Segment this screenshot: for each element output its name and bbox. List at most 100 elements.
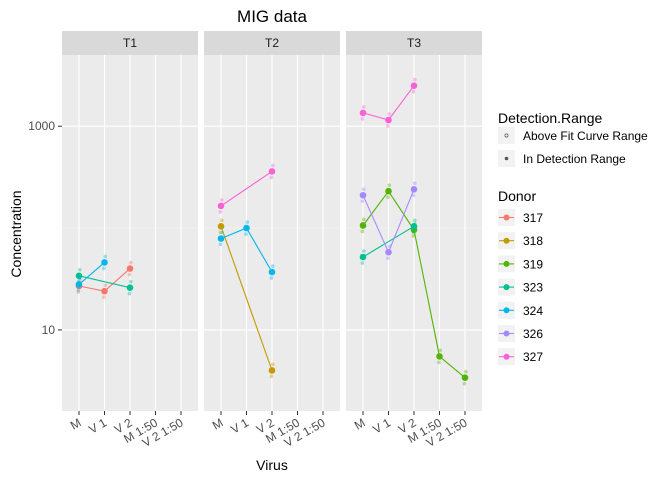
x-tick-label: V 1 xyxy=(228,415,251,436)
series-group xyxy=(75,77,469,386)
replicate-point xyxy=(362,217,366,222)
x-tick-label: M xyxy=(68,415,84,432)
data-point xyxy=(126,265,134,272)
legend-label: 327 xyxy=(523,350,543,364)
data-point xyxy=(75,281,83,288)
legend-label: In Detection Range xyxy=(523,152,626,166)
replicate-point xyxy=(360,117,365,121)
replicate-point xyxy=(220,198,224,202)
legend-point xyxy=(503,284,510,291)
replicate-point xyxy=(127,291,132,296)
data-point xyxy=(359,191,367,199)
legend-point xyxy=(503,330,510,337)
replicate-point xyxy=(102,266,106,271)
data-point xyxy=(268,268,276,276)
replicate-point xyxy=(245,220,250,224)
x-tick-label: V 1 xyxy=(86,415,109,436)
data-point xyxy=(101,259,108,266)
facet-strip xyxy=(346,31,482,55)
replicate-point xyxy=(127,272,132,277)
data-point xyxy=(217,223,225,230)
data-point xyxy=(359,253,367,261)
data-point xyxy=(410,186,418,193)
series-324 xyxy=(75,220,276,293)
replicate-point xyxy=(103,283,108,287)
y-tick-label: 1000 xyxy=(28,119,55,133)
replicate-point xyxy=(411,89,416,94)
y-axis: 10 1000 xyxy=(28,119,62,337)
replicate-point xyxy=(411,234,416,238)
legend-label: Above Fit Curve Range xyxy=(523,129,648,143)
data-point xyxy=(385,116,392,124)
y-axis-label: Concentration xyxy=(8,190,24,277)
data-point xyxy=(410,223,418,230)
replicate-point xyxy=(387,183,392,188)
series-319 xyxy=(359,183,469,386)
replicate-point xyxy=(362,187,366,192)
replicate-point xyxy=(103,254,108,259)
series-line xyxy=(220,170,273,207)
legend-symbol-hollow xyxy=(504,133,509,138)
chart-title: MIG data xyxy=(237,7,307,26)
replicate-point xyxy=(78,276,82,281)
replicate-point xyxy=(386,124,390,128)
replicate-point xyxy=(360,199,365,204)
series-326 xyxy=(359,181,418,260)
legend-point xyxy=(503,307,510,314)
data-point xyxy=(385,187,392,195)
replicate-point xyxy=(220,230,224,235)
replicate-point xyxy=(78,267,82,272)
replicate-point xyxy=(386,256,390,260)
replicate-point xyxy=(102,295,106,299)
data-point xyxy=(101,287,108,295)
replicate-point xyxy=(271,163,275,168)
replicate-point xyxy=(269,276,274,280)
x-tick-label: V 1 xyxy=(370,415,393,436)
series-318 xyxy=(217,218,276,379)
legend-label: 317 xyxy=(523,211,543,225)
legend-point xyxy=(503,260,510,267)
legend-label: 326 xyxy=(523,327,543,341)
series-327 xyxy=(217,77,418,214)
replicate-point xyxy=(437,360,441,365)
facet-strip xyxy=(204,31,340,55)
replicate-point xyxy=(360,229,365,234)
data-point xyxy=(217,235,225,242)
replicate-point xyxy=(269,374,274,379)
replicate-point xyxy=(218,242,223,247)
replicate-point xyxy=(220,218,224,223)
replicate-point xyxy=(387,244,392,248)
series-line xyxy=(362,225,415,258)
replicate-point xyxy=(76,290,81,294)
data-point xyxy=(75,272,83,280)
legend-symbol-filled xyxy=(504,156,509,161)
data-point xyxy=(268,168,276,175)
replicate-point xyxy=(76,288,81,293)
series-line xyxy=(78,261,105,285)
replicate-point xyxy=(386,195,390,200)
data-point xyxy=(243,224,250,232)
replicate-point xyxy=(464,369,468,374)
data-point xyxy=(385,248,392,256)
replicate-point xyxy=(462,381,467,386)
data-point xyxy=(126,284,134,291)
replicate-point xyxy=(413,218,417,223)
x-axis-label: Virus xyxy=(256,457,288,473)
data-point xyxy=(461,374,469,381)
replicate-point xyxy=(411,193,416,198)
replicate-point xyxy=(271,362,275,367)
legend-label: 318 xyxy=(523,234,543,248)
replicate-point xyxy=(413,77,417,82)
data-point xyxy=(359,109,367,117)
replicate-point xyxy=(413,181,417,186)
replicate-point xyxy=(360,261,365,265)
facet-label: T1 xyxy=(123,36,137,50)
replicate-point xyxy=(244,232,248,236)
legend-point xyxy=(503,237,510,244)
replicate-point xyxy=(271,264,275,268)
